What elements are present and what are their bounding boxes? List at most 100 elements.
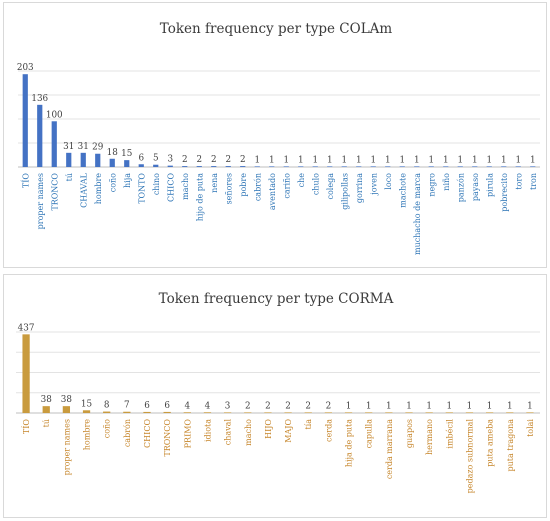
bar	[356, 166, 362, 167]
tick-label: cabrón	[123, 419, 132, 447]
data-label: 2	[245, 401, 251, 411]
bar	[254, 166, 260, 167]
bar	[223, 412, 232, 413]
tick-label: pobrecito	[500, 173, 509, 212]
bar	[22, 334, 30, 413]
data-label: 1	[457, 155, 463, 165]
data-label: 1	[341, 155, 347, 165]
bar	[405, 412, 413, 413]
data-label: 29	[92, 143, 103, 153]
tick-label: proper names	[36, 173, 45, 229]
tick-label: TÍO	[22, 419, 31, 434]
tick-label: TRONCO	[50, 173, 59, 211]
bar	[80, 152, 86, 167]
tick-label: hijo de puta	[195, 173, 204, 221]
data-label: 4	[205, 401, 211, 411]
tick-label: colega	[326, 173, 335, 200]
bar	[269, 166, 275, 167]
tick-label: nena	[210, 173, 219, 193]
bar	[344, 412, 353, 413]
tick-label: chino	[152, 173, 161, 195]
tick-label: señores	[224, 173, 233, 204]
data-label: 1	[327, 155, 333, 165]
colam-chart: Token frequency per type COLAm 203TÍO136…	[17, 21, 540, 255]
data-label: 1	[487, 401, 493, 411]
data-label: 1	[426, 401, 432, 411]
data-label: 2	[240, 155, 246, 165]
bar	[506, 412, 514, 413]
data-label: 1	[298, 155, 304, 165]
bar	[445, 412, 453, 413]
bar	[103, 411, 111, 413]
bar	[264, 412, 272, 413]
data-label: 2	[182, 155, 188, 165]
bar	[472, 166, 478, 167]
tick-label: hombre	[94, 173, 103, 205]
bar	[399, 166, 405, 167]
bar	[22, 74, 28, 167]
tick-label: pirula	[485, 173, 494, 197]
data-label: 1	[346, 401, 352, 411]
bar	[42, 406, 50, 413]
tick-label: TRONCO	[163, 419, 172, 457]
data-label: 5	[153, 154, 159, 164]
bar	[167, 165, 173, 167]
bar	[183, 412, 191, 413]
bar	[62, 406, 71, 413]
data-label: 6	[164, 401, 170, 411]
data-label: 1	[283, 155, 289, 165]
bar	[225, 166, 231, 167]
tick-label: hija	[123, 173, 132, 188]
tick-label: pobre	[239, 173, 248, 197]
tick-label: capulla	[365, 419, 374, 449]
data-label: 31	[63, 142, 74, 152]
data-label: 2	[196, 155, 202, 165]
data-label: 1	[370, 155, 376, 165]
tick-label: loco	[384, 173, 393, 190]
tick-label: cerda	[324, 419, 333, 442]
tick-label: tú	[65, 173, 74, 181]
chart-panel-corma: Token frequency per type CORMA 437 TÍO 38 t…	[3, 274, 547, 518]
bar	[37, 104, 43, 167]
data-label: 15	[121, 149, 132, 159]
data-label: 1	[414, 155, 420, 165]
bar	[82, 410, 91, 413]
tick-label: CHICO	[166, 173, 175, 202]
bar	[284, 412, 292, 413]
tick-label: hermano	[425, 419, 434, 455]
bar	[240, 166, 246, 167]
data-label: 437	[18, 323, 35, 333]
bar	[95, 153, 101, 167]
tick-label: HIJO	[264, 419, 273, 439]
tick-label: panzón	[456, 173, 465, 202]
data-label: 1	[515, 155, 521, 165]
bar	[324, 412, 333, 413]
tick-label: cerda marrana	[385, 419, 394, 479]
bar	[163, 411, 171, 413]
data-label: 1	[467, 401, 473, 411]
bar	[501, 166, 507, 167]
tick-label: toro	[514, 173, 523, 190]
bar	[526, 412, 534, 413]
bar	[370, 166, 376, 167]
tick-label: puta ameba	[486, 419, 495, 467]
tick-label: niño	[442, 173, 451, 191]
tick-label: tú	[42, 419, 51, 427]
data-label: 31	[78, 142, 89, 152]
tick-label: chulo	[311, 173, 320, 195]
tick-label: proper names	[62, 419, 71, 475]
chart-title-colam: Token frequency per type COLAm	[160, 21, 393, 37]
bar	[298, 166, 304, 167]
bar	[485, 412, 494, 413]
data-label: 1	[254, 155, 260, 165]
chart-panel-colam: Token frequency per type COLAm 203 TÍO 136…	[3, 2, 547, 268]
tick-label: tolai	[526, 419, 535, 437]
data-label: 7	[124, 401, 130, 411]
bar	[443, 166, 449, 167]
bar	[143, 411, 151, 413]
tick-label: tron	[529, 173, 538, 190]
bar	[457, 166, 463, 167]
tick-label: aventado	[268, 173, 277, 210]
tick-label: pedazo subnormal	[465, 419, 474, 494]
data-label: 1	[486, 155, 492, 165]
